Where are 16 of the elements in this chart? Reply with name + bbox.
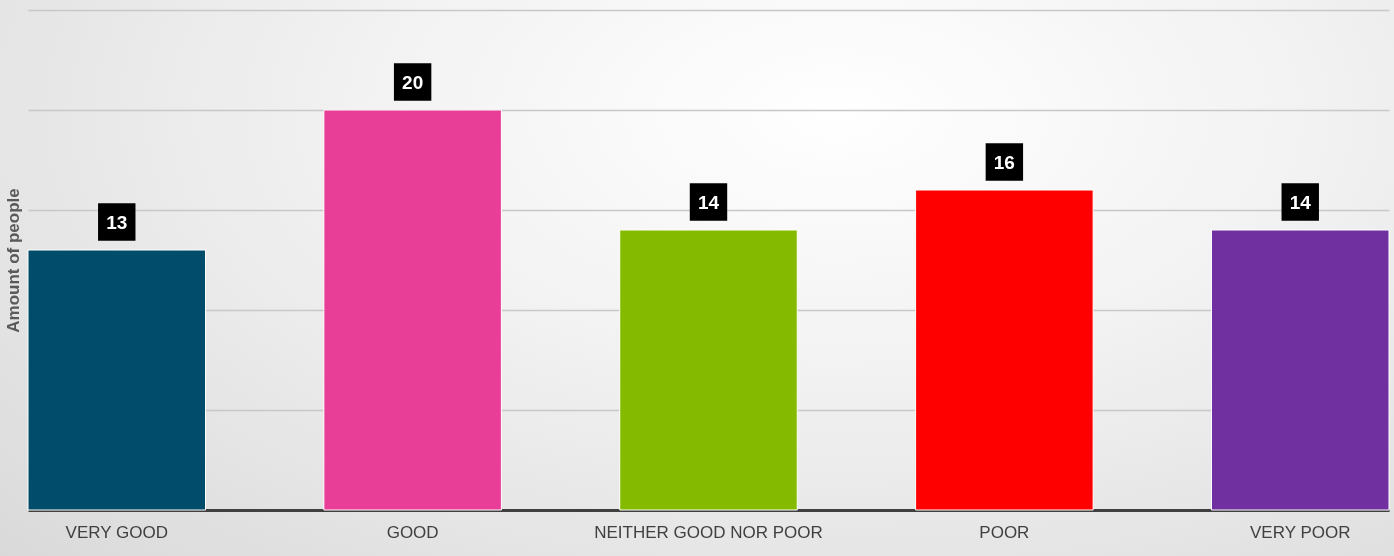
y-axis-title: Amount of people bbox=[3, 188, 23, 333]
x-tick-label: GOOD bbox=[386, 522, 439, 542]
x-tick-label: VERY POOR bbox=[1250, 522, 1351, 542]
data-label: 20 bbox=[402, 72, 424, 93]
x-tick-label: VERY GOOD bbox=[65, 522, 168, 542]
bar bbox=[27, 249, 207, 511]
bar bbox=[915, 189, 1094, 511]
data-label: 14 bbox=[697, 192, 720, 213]
bar bbox=[619, 229, 798, 511]
x-tick-label: NEITHER GOOD NOR POOR bbox=[594, 522, 823, 542]
data-label: 16 bbox=[993, 152, 1015, 173]
data-label: 14 bbox=[1289, 192, 1312, 213]
data-label: 13 bbox=[106, 212, 128, 233]
bar bbox=[1210, 229, 1390, 511]
x-tick-label: POOR bbox=[979, 522, 1030, 542]
bar bbox=[323, 109, 502, 511]
